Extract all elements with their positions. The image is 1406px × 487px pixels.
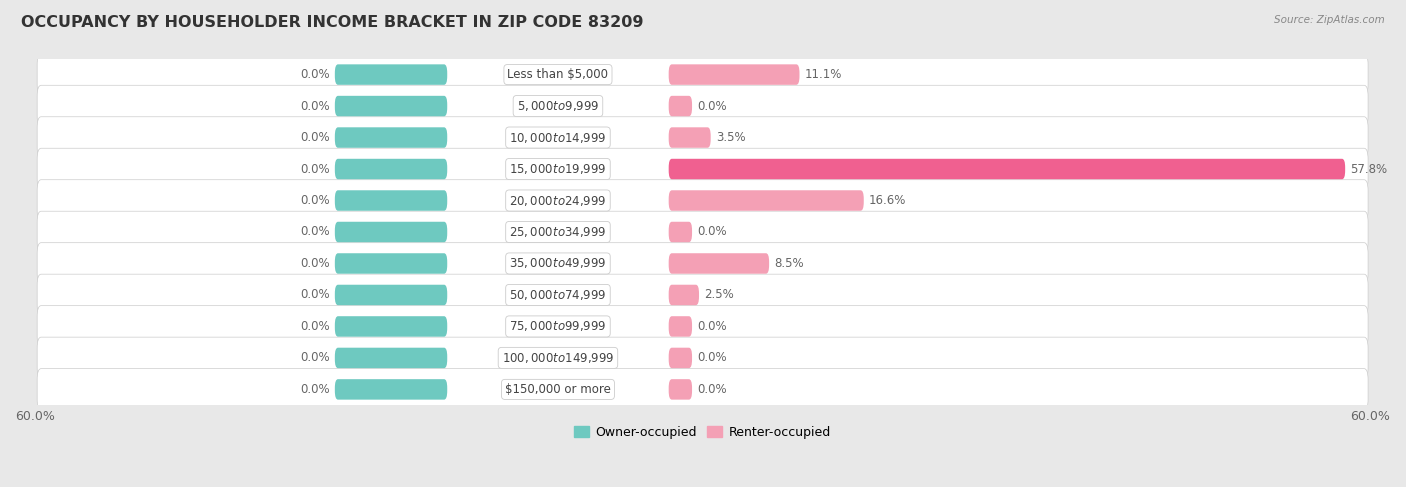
FancyBboxPatch shape (37, 211, 1368, 253)
Text: $5,000 to $9,999: $5,000 to $9,999 (516, 99, 599, 113)
FancyBboxPatch shape (37, 337, 1368, 379)
Text: 8.5%: 8.5% (775, 257, 804, 270)
FancyBboxPatch shape (37, 180, 1368, 221)
FancyBboxPatch shape (335, 127, 447, 148)
FancyBboxPatch shape (37, 85, 1368, 127)
FancyBboxPatch shape (669, 253, 769, 274)
Text: 0.0%: 0.0% (301, 99, 330, 112)
Text: 0.0%: 0.0% (301, 131, 330, 144)
Text: 0.0%: 0.0% (301, 288, 330, 301)
FancyBboxPatch shape (37, 306, 1368, 347)
Text: 0.0%: 0.0% (301, 194, 330, 207)
Text: 0.0%: 0.0% (697, 225, 727, 239)
FancyBboxPatch shape (37, 243, 1368, 284)
Text: Less than $5,000: Less than $5,000 (508, 68, 609, 81)
Text: 0.0%: 0.0% (697, 99, 727, 112)
Text: $35,000 to $49,999: $35,000 to $49,999 (509, 257, 607, 270)
FancyBboxPatch shape (335, 190, 447, 211)
FancyBboxPatch shape (669, 64, 800, 85)
Text: $10,000 to $14,999: $10,000 to $14,999 (509, 131, 607, 145)
FancyBboxPatch shape (335, 348, 447, 368)
Text: OCCUPANCY BY HOUSEHOLDER INCOME BRACKET IN ZIP CODE 83209: OCCUPANCY BY HOUSEHOLDER INCOME BRACKET … (21, 15, 644, 30)
Text: 3.5%: 3.5% (716, 131, 745, 144)
FancyBboxPatch shape (37, 54, 1368, 95)
Text: 0.0%: 0.0% (301, 320, 330, 333)
Text: 0.0%: 0.0% (301, 68, 330, 81)
FancyBboxPatch shape (335, 222, 447, 242)
FancyBboxPatch shape (669, 379, 692, 400)
FancyBboxPatch shape (669, 190, 863, 211)
Text: Source: ZipAtlas.com: Source: ZipAtlas.com (1274, 15, 1385, 25)
FancyBboxPatch shape (335, 159, 447, 179)
Text: 0.0%: 0.0% (301, 352, 330, 364)
FancyBboxPatch shape (669, 348, 692, 368)
FancyBboxPatch shape (37, 274, 1368, 316)
Text: 0.0%: 0.0% (301, 163, 330, 175)
Text: 0.0%: 0.0% (697, 383, 727, 396)
Text: 16.6%: 16.6% (869, 194, 905, 207)
FancyBboxPatch shape (37, 117, 1368, 158)
Text: 11.1%: 11.1% (804, 68, 842, 81)
Text: $150,000 or more: $150,000 or more (505, 383, 610, 396)
FancyBboxPatch shape (669, 159, 1346, 179)
FancyBboxPatch shape (669, 285, 699, 305)
Text: $15,000 to $19,999: $15,000 to $19,999 (509, 162, 607, 176)
FancyBboxPatch shape (335, 316, 447, 337)
FancyBboxPatch shape (669, 222, 692, 242)
Text: 0.0%: 0.0% (301, 383, 330, 396)
Text: 2.5%: 2.5% (704, 288, 734, 301)
Legend: Owner-occupied, Renter-occupied: Owner-occupied, Renter-occupied (569, 421, 835, 444)
FancyBboxPatch shape (669, 96, 692, 116)
FancyBboxPatch shape (335, 379, 447, 400)
Text: 0.0%: 0.0% (697, 352, 727, 364)
Text: $25,000 to $34,999: $25,000 to $34,999 (509, 225, 607, 239)
Text: 0.0%: 0.0% (301, 225, 330, 239)
Text: 0.0%: 0.0% (301, 257, 330, 270)
Text: 57.8%: 57.8% (1350, 163, 1388, 175)
FancyBboxPatch shape (37, 369, 1368, 410)
FancyBboxPatch shape (669, 316, 692, 337)
Text: 0.0%: 0.0% (697, 320, 727, 333)
Text: $50,000 to $74,999: $50,000 to $74,999 (509, 288, 607, 302)
Text: $75,000 to $99,999: $75,000 to $99,999 (509, 319, 607, 334)
FancyBboxPatch shape (335, 96, 447, 116)
FancyBboxPatch shape (335, 64, 447, 85)
FancyBboxPatch shape (335, 253, 447, 274)
Text: $100,000 to $149,999: $100,000 to $149,999 (502, 351, 614, 365)
Text: $20,000 to $24,999: $20,000 to $24,999 (509, 193, 607, 207)
FancyBboxPatch shape (335, 285, 447, 305)
FancyBboxPatch shape (669, 127, 710, 148)
FancyBboxPatch shape (37, 148, 1368, 190)
